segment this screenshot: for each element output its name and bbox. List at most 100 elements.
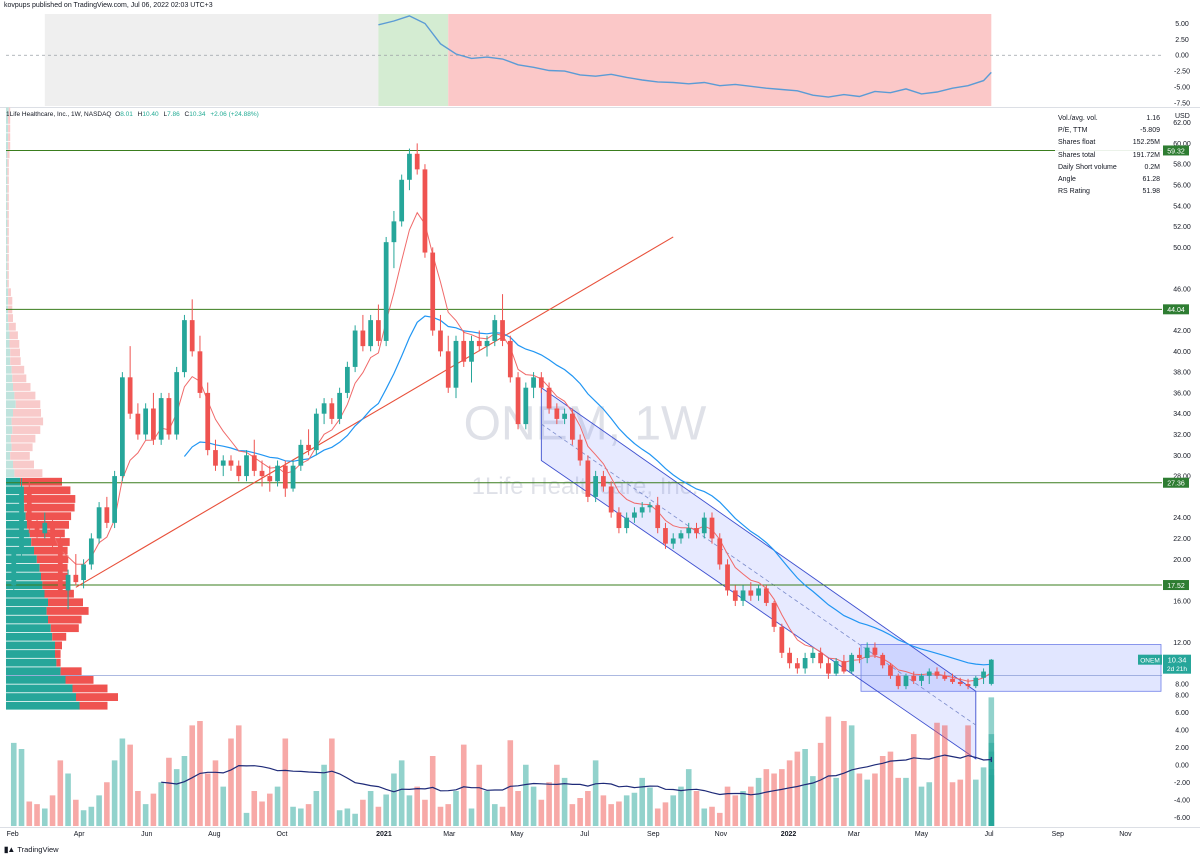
candle: [127, 346, 133, 419]
volume-bar: [980, 767, 987, 826]
price-tick-label: 42.00: [1173, 328, 1191, 335]
volume-bar: [600, 795, 607, 826]
volume-profile: [6, 107, 118, 710]
profile-bar-down: [7, 271, 9, 279]
candle-body: [694, 528, 699, 534]
profile-bar-up: [6, 641, 55, 650]
price-tick-label: 36.00: [1173, 390, 1191, 397]
profile-bar-up: [6, 624, 51, 633]
candle: [104, 496, 110, 529]
candle-body: [236, 465, 242, 477]
volume-bar: [949, 782, 956, 826]
volume-bar: [740, 791, 746, 826]
candle-body: [182, 320, 187, 373]
profile-bar-down: [50, 624, 79, 633]
candle: [663, 522, 668, 549]
profile-bar-down: [55, 641, 62, 650]
candle-body: [934, 671, 940, 676]
candle-body: [88, 538, 94, 565]
volume-bar: [251, 791, 258, 826]
candle: [647, 502, 653, 513]
profile-bar-down: [8, 133, 11, 142]
stats-row: Vol./avg. vol. 1.16: [1055, 113, 1163, 125]
profile-bar-down: [7, 245, 9, 254]
profile-bar-down: [7, 262, 9, 271]
price-tick-label: 32.00: [1173, 432, 1191, 439]
time-tick-label: Oct: [277, 831, 288, 838]
candle-body: [19, 486, 24, 549]
volume-bar: [329, 738, 335, 826]
candle: [96, 502, 102, 544]
candle: [888, 663, 893, 679]
candle: [352, 325, 358, 373]
candle: [562, 408, 567, 425]
profile-bar-up: [6, 271, 8, 279]
candle: [244, 450, 249, 482]
volume-bar: [903, 777, 909, 826]
profile-bar-down: [41, 572, 68, 581]
candle: [213, 439, 218, 471]
volume-bar: [546, 782, 552, 826]
stats-value: 51.98: [1142, 188, 1160, 196]
profile-bar-up: [6, 219, 8, 228]
profile-bar-up: [6, 339, 10, 348]
footer-brand[interactable]: ▮▲ TradingView: [4, 845, 59, 854]
volume-bar: [616, 801, 622, 826]
candle: [282, 460, 288, 497]
candle: [911, 671, 917, 685]
volume-bar: [437, 806, 444, 826]
candle: [500, 294, 505, 347]
profile-bar-up: [6, 322, 9, 331]
volume-bar: [104, 782, 110, 826]
candle: [438, 314, 443, 357]
volume-bar: [290, 806, 296, 826]
candle-body: [895, 675, 901, 687]
volume-bar: [398, 760, 405, 826]
candle-body: [65, 574, 71, 591]
profile-bar-up: [6, 228, 8, 236]
candle: [732, 585, 738, 607]
profile-bar-up: [6, 529, 30, 538]
candle: [771, 600, 777, 633]
candle-body: [919, 675, 924, 681]
stats-row: Shares total 191.72M: [1055, 150, 1163, 162]
volume-bar: [530, 786, 537, 826]
candle: [290, 460, 296, 492]
candle-body: [267, 476, 273, 482]
candle-body: [151, 408, 156, 440]
candle-body: [127, 377, 133, 414]
candle-body: [546, 387, 552, 409]
candle: [81, 559, 86, 589]
volume-bar: [763, 769, 770, 826]
volume-bar: [414, 786, 420, 826]
volume-bar: [693, 791, 700, 826]
profile-bar-up: [6, 184, 8, 193]
profile-bar-up: [6, 589, 45, 598]
profile-bar-down: [7, 159, 9, 167]
stats-label: Vol./avg. vol.: [1058, 115, 1098, 122]
profile-bar-down: [22, 495, 76, 503]
profile-bar-down: [11, 365, 25, 374]
candle-body: [771, 602, 777, 627]
volume-bar: [460, 744, 467, 826]
profile-bar-down: [13, 383, 31, 391]
profile-bar-up: [6, 684, 73, 693]
profile-bar-up: [6, 572, 41, 581]
time-tick-label: Sep: [647, 831, 660, 838]
stats-value: -5.809: [1140, 127, 1160, 135]
profile-bar-up: [6, 408, 13, 417]
indicator-tick-label: 5.00: [1175, 21, 1189, 28]
volume-bar: [259, 801, 265, 826]
candle: [414, 143, 420, 175]
volume-bar: [988, 734, 995, 826]
candle-body: [678, 533, 684, 539]
volume-bar: [585, 791, 591, 826]
profile-bar-down: [7, 236, 9, 245]
volume-bar: [266, 793, 273, 826]
profile-bar-down: [7, 228, 9, 236]
volume-bar: [406, 795, 413, 826]
candle: [608, 481, 614, 518]
volume-bar: [965, 725, 971, 826]
volume-bar: [647, 787, 653, 826]
